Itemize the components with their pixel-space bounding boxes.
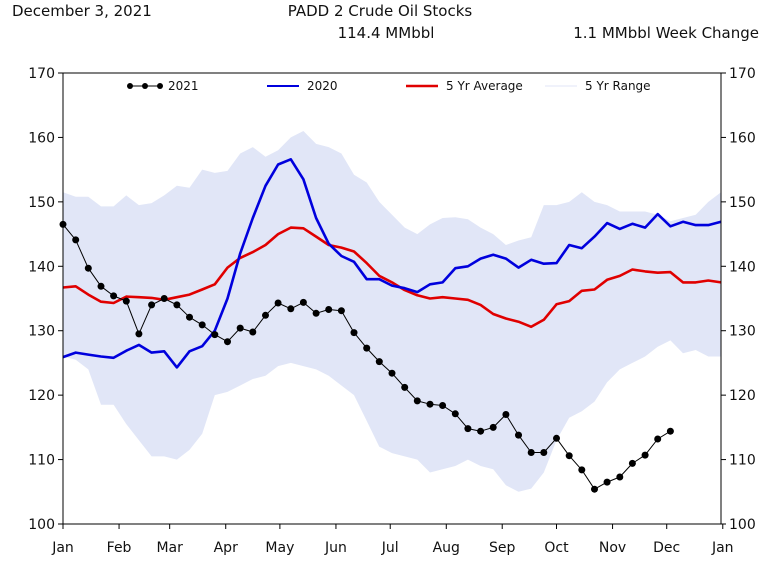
five-year-range-layer: [63, 131, 721, 492]
series-2021-point: [666, 427, 674, 435]
x-tick-label: Mar: [156, 540, 183, 556]
series-2021-point: [641, 451, 649, 459]
x-tick-label: Jun: [324, 540, 347, 556]
y-tick-label-right: 140: [729, 259, 756, 275]
series-2021-point: [464, 425, 472, 433]
series-2021-point: [426, 400, 434, 408]
y-tick-label-right: 170: [729, 66, 756, 82]
series-2021-point: [110, 292, 118, 300]
series-2021-point: [97, 282, 105, 290]
legend-2021-label: 2021: [168, 79, 199, 93]
x-tick-label: Apr: [214, 540, 238, 556]
series-2021-point: [312, 309, 320, 317]
current-stock-value: 114.4 MMbbl: [337, 24, 435, 42]
x-tick-label: Feb: [107, 540, 132, 556]
x-tick-label: Dec: [653, 540, 680, 556]
y-tick-label-left: 110: [28, 453, 55, 469]
y-tick-label-left: 120: [28, 388, 55, 404]
series-2021-point: [363, 344, 371, 352]
series-2021-point: [439, 402, 447, 409]
five-year-average-line: [62, 226, 722, 329]
series-2021-point: [515, 431, 522, 439]
legend-2021-marker: [142, 83, 148, 89]
series-2021-point: [122, 297, 130, 305]
legend-2021-marker: [157, 83, 163, 89]
y-tick-label-left: 140: [28, 259, 55, 275]
series-2021-point: [451, 410, 459, 418]
series-2021-point: [148, 301, 156, 309]
series-2021-point: [654, 435, 662, 443]
series-lines-layer: [59, 158, 722, 493]
series-2021-point: [299, 298, 307, 306]
x-tick-label: Jul: [381, 540, 399, 556]
week-change-value: 1.1 MMbbl Week Change: [573, 24, 759, 42]
legend-2020-label: 2020: [307, 79, 338, 93]
legend-five-year-range-label: 5 Yr Range: [585, 79, 651, 93]
y-tick-label-right: 150: [729, 195, 756, 211]
series-2021-point: [350, 329, 358, 337]
series-2021-point: [72, 236, 80, 244]
x-tick-label: May: [265, 540, 294, 556]
y-tick-label-left: 150: [28, 195, 55, 211]
y-tick-label-left: 130: [28, 324, 55, 340]
y-tick-label-right: 130: [729, 324, 756, 340]
y-tick-label-left: 170: [28, 66, 55, 82]
series-2021-point: [578, 466, 586, 474]
series-2021-point: [489, 423, 497, 431]
series-2021-point: [287, 305, 295, 313]
x-tick-label: Jan: [711, 540, 734, 556]
y-tick-label-right: 160: [729, 130, 756, 146]
x-tick-label: Oct: [544, 540, 569, 556]
x-tick-label: Nov: [599, 540, 626, 556]
series-2021-point: [211, 331, 219, 339]
series-2021-point: [616, 473, 624, 481]
series-2021-point: [553, 434, 560, 442]
series-2020-line: [62, 158, 722, 369]
series-2021-point: [413, 397, 421, 405]
series-2021-point: [502, 411, 510, 418]
series-2021-point: [540, 449, 548, 456]
x-tick-label: Jan: [51, 540, 74, 556]
series-2021-point: [565, 452, 573, 460]
y-tick-label-right: 100: [729, 517, 756, 533]
series-2021-point: [224, 338, 231, 346]
y-tick-label-right: 110: [729, 453, 756, 469]
y-tick-label-left: 160: [28, 130, 55, 146]
series-2021-point: [603, 478, 611, 486]
series-2021-point: [325, 306, 333, 313]
series-2021-point: [477, 427, 485, 435]
y-tick-label-left: 100: [28, 517, 55, 533]
x-tick-label: Aug: [433, 540, 460, 556]
series-2021-point: [160, 295, 168, 302]
axis-ticks-layer: 100 100 110 110 120 120 130 130 140 140 150 150 160 1…: [28, 66, 755, 556]
legend-five-year-average-label: 5 Yr Average: [446, 79, 523, 93]
chart-title: PADD 2 Crude Oil Stocks: [287, 2, 473, 20]
x-tick-label: Sep: [489, 540, 516, 556]
series-2021-point: [236, 324, 244, 332]
series-2021-point: [628, 459, 636, 467]
series-2021-point: [527, 449, 535, 456]
report-date: December 3, 2021: [12, 2, 152, 20]
five-year-range-band: [63, 131, 721, 492]
series-2021-point: [262, 311, 269, 319]
series-2021-point: [135, 330, 143, 338]
y-tick-label-right: 120: [729, 388, 756, 404]
series-2021-point: [591, 485, 598, 493]
series-2021-point: [337, 307, 345, 315]
series-2021-point: [84, 264, 92, 272]
series-2021-point: [375, 358, 383, 366]
series-2021-point: [186, 313, 193, 321]
legend: 2021 2020 5 Yr Average 5 Yr Range: [127, 79, 651, 93]
series-2021-point: [249, 328, 257, 336]
plot-frame: [62, 72, 722, 525]
legend-2021-marker: [127, 83, 133, 89]
series-2021-point: [388, 369, 396, 377]
series-2021-point: [401, 383, 409, 391]
series-2021-point: [173, 301, 181, 309]
series-2021-point: [198, 321, 206, 329]
series-2021-point: [274, 299, 282, 307]
